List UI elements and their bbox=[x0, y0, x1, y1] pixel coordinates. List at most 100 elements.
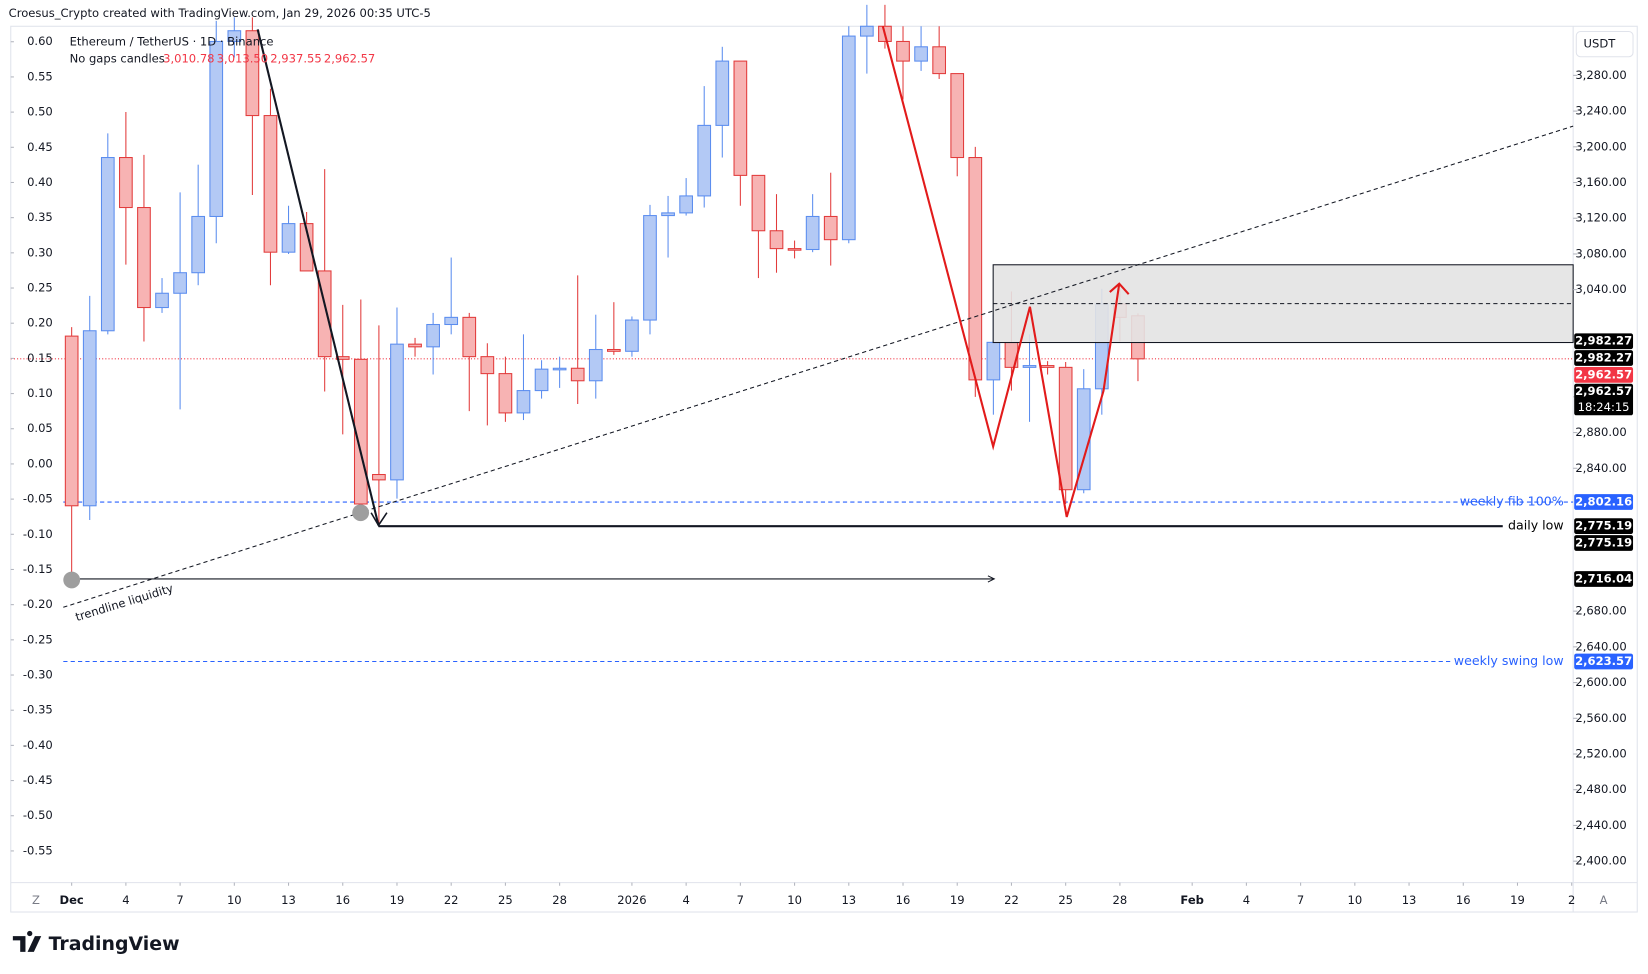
x-tick-label: 19 bbox=[1510, 893, 1525, 907]
x-tick-label: 4 bbox=[122, 893, 129, 907]
annotation: trendline liquidity bbox=[74, 581, 175, 624]
subtitle: No gaps candles bbox=[70, 51, 165, 65]
legend-value: 2,962.57 bbox=[324, 51, 375, 65]
price-tag bbox=[1574, 653, 1634, 670]
credit: Croesus_Crypto created with TradingView.… bbox=[9, 6, 431, 20]
frame bbox=[10, 25, 1638, 913]
candle-body bbox=[932, 46, 947, 75]
y2-tick-label: 0.30 bbox=[27, 245, 53, 259]
y-tick-label: 3,040.00 bbox=[1575, 282, 1626, 296]
candle-body bbox=[606, 348, 621, 352]
candle-body bbox=[1058, 366, 1073, 491]
y2-tick-label: 0.00 bbox=[27, 456, 53, 470]
x-tick-label: 4 bbox=[682, 893, 689, 907]
price-tag-label: 2,775.19 bbox=[1575, 535, 1632, 549]
price-tag bbox=[1574, 366, 1634, 383]
y2-tick-label: -0.05 bbox=[23, 492, 53, 506]
x-tick-label: 13 bbox=[281, 893, 296, 907]
candle-body bbox=[643, 215, 657, 321]
y-tick-label: 2,560.00 bbox=[1575, 711, 1626, 725]
y-tick-label: 3,280.00 bbox=[1575, 68, 1626, 82]
y-tick-label: 2,600.00 bbox=[1575, 675, 1626, 689]
y-tick-label: 3,160.00 bbox=[1575, 175, 1626, 189]
candle-body bbox=[733, 60, 748, 176]
y-tick-label: 2,640.00 bbox=[1575, 639, 1626, 653]
candle-body bbox=[914, 46, 928, 62]
candle-body bbox=[968, 157, 983, 381]
drop-line bbox=[256, 29, 380, 526]
candle-body bbox=[263, 115, 278, 253]
candle-body bbox=[372, 473, 386, 481]
y2-tick-label: -0.20 bbox=[23, 597, 53, 611]
candle-body bbox=[191, 215, 206, 274]
y2-tick-label: -0.50 bbox=[23, 808, 53, 822]
candle-body bbox=[281, 223, 296, 253]
price-tag bbox=[1574, 494, 1634, 510]
price-tag-label: 2,802.16 bbox=[1575, 495, 1632, 509]
brand: TradingView bbox=[49, 933, 180, 955]
candle-body bbox=[390, 343, 404, 481]
y-tick-label: 2,440.00 bbox=[1575, 818, 1626, 832]
candle-body bbox=[697, 124, 712, 197]
candle-body bbox=[896, 40, 910, 62]
x-tick-label: Feb bbox=[1180, 893, 1204, 907]
candle-body bbox=[1022, 365, 1037, 368]
x-tick-label: 7 bbox=[176, 893, 183, 907]
price-tag-timer: 18:24:15 bbox=[1578, 400, 1630, 414]
y-tick-label: 2,840.00 bbox=[1575, 461, 1626, 475]
currency-button[interactable] bbox=[1575, 30, 1634, 58]
candle-body bbox=[299, 223, 314, 272]
candle-body bbox=[444, 316, 459, 326]
trendline bbox=[63, 125, 1574, 608]
price-tag bbox=[1574, 333, 1634, 350]
price-tag-label: 2,775.19 bbox=[1575, 519, 1632, 533]
y2-tick-label: 0.60 bbox=[27, 34, 53, 48]
price-tag bbox=[1574, 383, 1634, 416]
arrow-head bbox=[370, 512, 388, 527]
legend-value: 3,013.50 bbox=[217, 51, 268, 65]
candle-body bbox=[335, 356, 350, 360]
candle-body bbox=[408, 343, 422, 348]
candle-body bbox=[679, 195, 693, 214]
candle-body bbox=[498, 373, 513, 414]
candle-body bbox=[462, 316, 477, 358]
price-tag-label: 2,982.27 bbox=[1575, 351, 1632, 365]
candle-body bbox=[841, 35, 856, 241]
x-tick-label: 10 bbox=[227, 893, 242, 907]
x-tick-label: 25 bbox=[498, 893, 513, 907]
x-tick-label: 4 bbox=[1243, 893, 1250, 907]
currency[interactable]: USDT bbox=[1584, 37, 1617, 51]
candle-body bbox=[155, 292, 169, 309]
x-tick-label: 19 bbox=[390, 893, 405, 907]
marker bbox=[352, 504, 370, 522]
y-tick-label: 2,520.00 bbox=[1575, 747, 1626, 761]
x-tick-label: 16 bbox=[896, 893, 911, 907]
candle-body bbox=[570, 367, 585, 382]
legend: 3,010.78 3,013.50 2,937.55 2,962.57 bbox=[163, 51, 375, 65]
candle-body bbox=[625, 319, 639, 352]
y-tick-label: 3,120.00 bbox=[1575, 211, 1626, 225]
legend-value: 2,937.55 bbox=[270, 51, 321, 65]
candle-body bbox=[552, 367, 567, 371]
price-tag-label: 2,962.57 bbox=[1575, 367, 1632, 381]
candle-body bbox=[534, 368, 549, 392]
y-tick-label: 2,400.00 bbox=[1575, 854, 1626, 868]
price-tag-label: 2,962.57 bbox=[1575, 384, 1632, 398]
candle-body bbox=[516, 390, 531, 414]
legend-value: 3,010.78 bbox=[163, 51, 214, 65]
y2-tick-label: -0.25 bbox=[23, 632, 53, 646]
x-tick-label: 7 bbox=[1297, 893, 1304, 907]
drawings bbox=[63, 26, 1574, 608]
x-tick-label: 19 bbox=[950, 893, 965, 907]
y2-tick-label: 0.20 bbox=[27, 316, 53, 330]
candle-body bbox=[245, 30, 260, 117]
price-tag bbox=[1574, 518, 1634, 535]
corner-a[interactable]: A bbox=[1600, 893, 1608, 907]
y2-tick-label: -0.35 bbox=[23, 703, 53, 717]
y2-tick-label: -0.15 bbox=[23, 562, 53, 576]
y2-tick-label: 0.10 bbox=[27, 386, 53, 400]
y-tick-label: 2,480.00 bbox=[1575, 782, 1626, 796]
corner-z[interactable]: Z bbox=[32, 893, 40, 907]
